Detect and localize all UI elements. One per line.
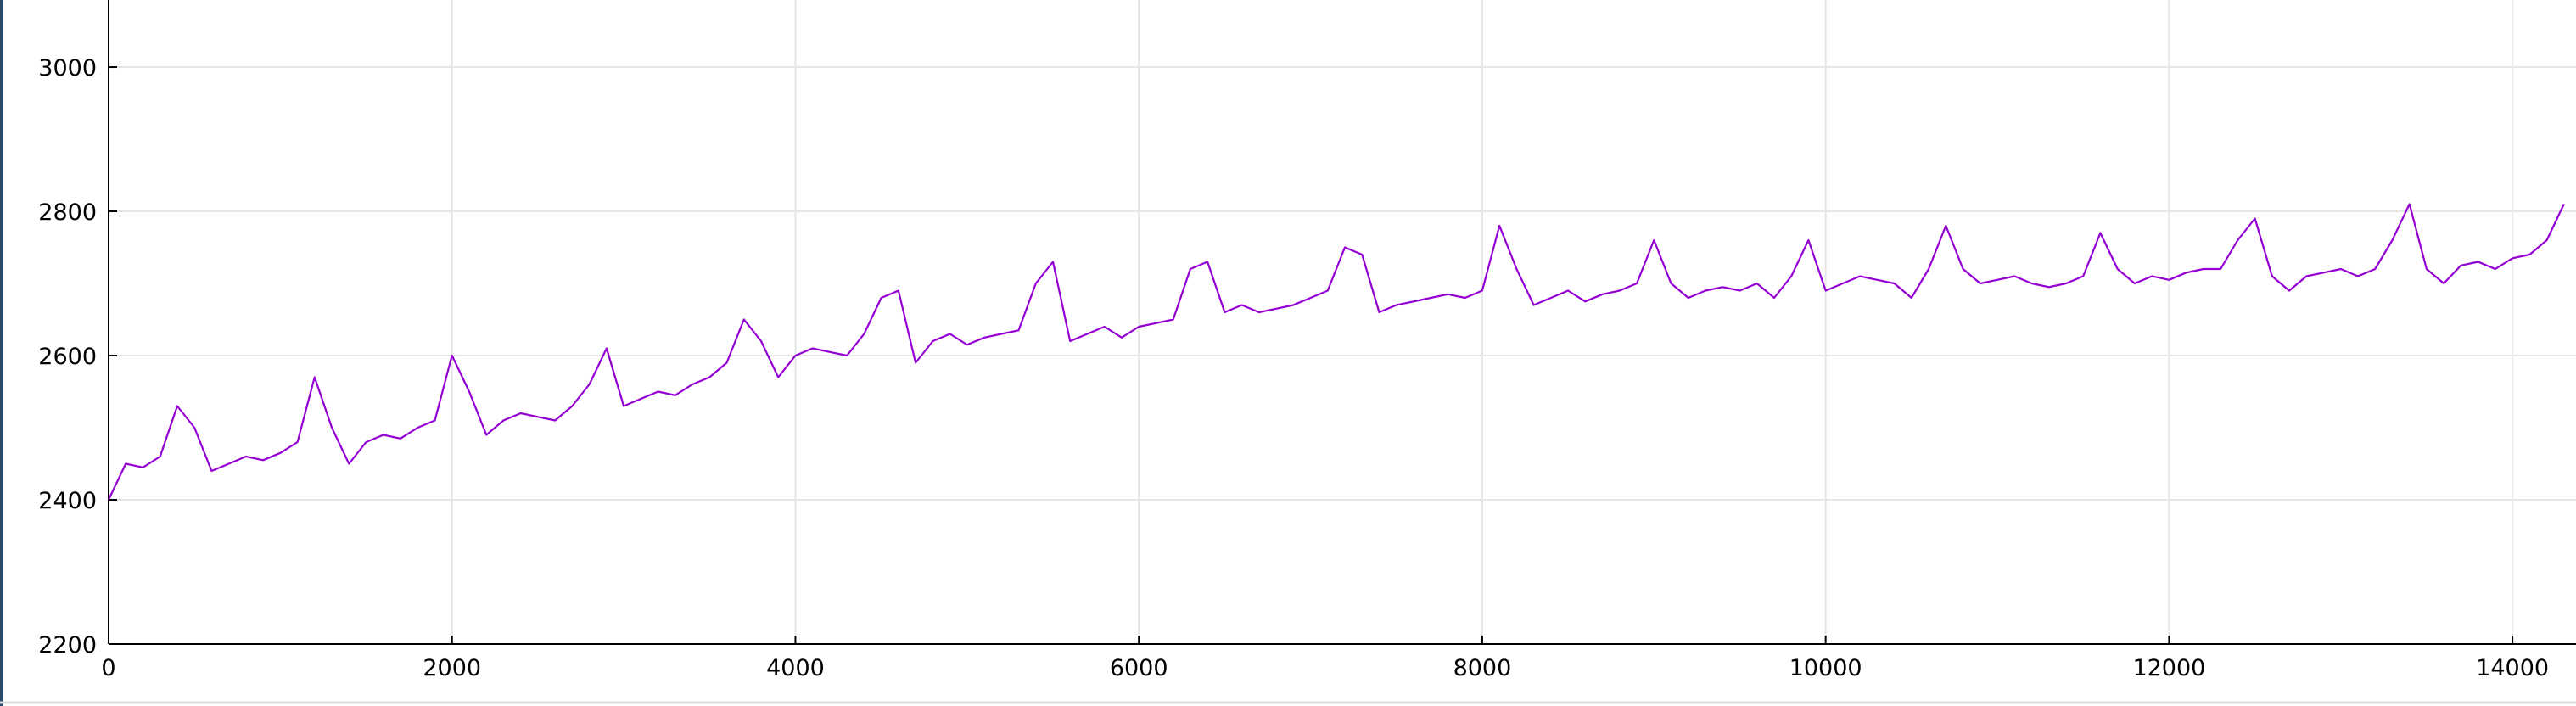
x-tick-label: 8000: [1453, 655, 1512, 681]
x-tick-label: 0: [101, 655, 115, 681]
data-line: [108, 203, 2565, 501]
y-tick-label: 2800: [38, 199, 97, 226]
y-tick-label: 2400: [38, 488, 97, 514]
x-tick-label: 4000: [766, 655, 825, 681]
y-tick-label: 2200: [38, 632, 97, 658]
y-tick-label: 3000: [38, 55, 97, 81]
x-tick-label: 12000: [2132, 655, 2205, 681]
x-tick-label: 10000: [1789, 655, 1862, 681]
x-tick-label: 6000: [1110, 655, 1168, 681]
y-tick-label: 2600: [38, 344, 97, 370]
window-edge: [0, 0, 3, 706]
x-tick-label: 2000: [423, 655, 481, 681]
x-tick-label: 14000: [2476, 655, 2549, 681]
